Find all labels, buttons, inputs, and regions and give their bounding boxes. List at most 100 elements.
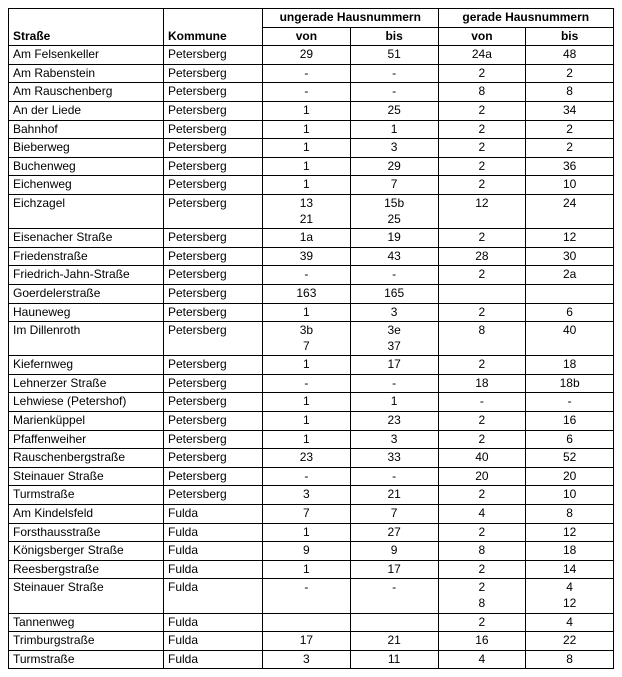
cell-kommune: Petersberg xyxy=(164,449,263,468)
cell-gerade-bis: 10 xyxy=(526,176,614,195)
cell-ungerade-von: 1 xyxy=(263,101,351,120)
table-row: Am FelsenkellerPetersberg295124a48 xyxy=(9,46,614,65)
cell-ungerade-bis: 165 xyxy=(350,284,438,303)
cell-gerade-bis: 2 xyxy=(526,64,614,83)
cell-ungerade-bis: 19 xyxy=(350,229,438,248)
table-row: Am RauschenbergPetersberg--88 xyxy=(9,83,614,102)
cell-gerade-von: 2 xyxy=(438,412,526,431)
cell-strasse: Turmstraße xyxy=(9,650,164,669)
cell-strasse: Reesbergstraße xyxy=(9,560,164,579)
cell-strasse: Bieberweg xyxy=(9,139,164,158)
table-row: TannenwegFulda24 xyxy=(9,613,614,632)
cell-kommune: Petersberg xyxy=(164,46,263,65)
cell-strasse: Friedrich-Jahn-Straße xyxy=(9,266,164,285)
cell-gerade-von: 2 xyxy=(438,430,526,449)
cell-ungerade-von: 1 xyxy=(263,303,351,322)
table-row: Königsberger StraßeFulda99818 xyxy=(9,542,614,561)
cell-gerade-bis: 2 xyxy=(526,139,614,158)
cell-gerade-von: 2 xyxy=(438,157,526,176)
cell-ungerade-bis: 21 xyxy=(350,486,438,505)
cell-strasse: Am Rabenstein xyxy=(9,64,164,83)
cell-kommune: Petersberg xyxy=(164,101,263,120)
cell-gerade-von: 2 xyxy=(438,266,526,285)
col-header-gerade-von: von xyxy=(438,27,526,46)
cell-gerade-bis: 8 xyxy=(526,650,614,669)
cell-ungerade-von: - xyxy=(263,64,351,83)
table-body: Am FelsenkellerPetersberg295124a48Am Rab… xyxy=(9,46,614,669)
cell-strasse: Am Felsenkeller xyxy=(9,46,164,65)
cell-ungerade-von: 29 xyxy=(263,46,351,65)
cell-gerade-bis: 12 xyxy=(526,229,614,248)
cell-gerade-von: 40 xyxy=(438,449,526,468)
cell-kommune: Fulda xyxy=(164,650,263,669)
cell-gerade-von: 2 xyxy=(438,486,526,505)
cell-gerade-bis: - xyxy=(526,393,614,412)
cell-strasse: Buchenweg xyxy=(9,157,164,176)
cell-gerade-bis: 30 xyxy=(526,247,614,266)
cell-ungerade-von: - xyxy=(263,83,351,102)
cell-kommune: Fulda xyxy=(164,632,263,651)
cell-gerade-von: 4 xyxy=(438,505,526,524)
cell-gerade-von: 24a xyxy=(438,46,526,65)
cell-ungerade-bis: 33 xyxy=(350,449,438,468)
cell-ungerade-von: 1 xyxy=(263,139,351,158)
cell-kommune: Petersberg xyxy=(164,356,263,375)
cell-gerade-bis: 4 xyxy=(526,613,614,632)
cell-ungerade-von: 3b7 xyxy=(263,322,351,356)
cell-gerade-von: 8 xyxy=(438,83,526,102)
cell-kommune: Petersberg xyxy=(164,64,263,83)
table-row: ForsthausstraßeFulda127212 xyxy=(9,523,614,542)
cell-ungerade-bis: 21 xyxy=(350,632,438,651)
cell-gerade-von: - xyxy=(438,393,526,412)
cell-ungerade-bis: - xyxy=(350,579,438,613)
cell-gerade-von: 2 xyxy=(438,523,526,542)
cell-gerade-bis: 40 xyxy=(526,322,614,356)
cell-ungerade-bis: - xyxy=(350,64,438,83)
cell-gerade-von: 16 xyxy=(438,632,526,651)
cell-strasse: Pfaffenweiher xyxy=(9,430,164,449)
cell-gerade-bis: 18 xyxy=(526,542,614,561)
table-row: Eisenacher StraßePetersberg1a19212 xyxy=(9,229,614,248)
table-header: Straße Kommune ungerade Hausnummern gera… xyxy=(9,9,614,46)
table-row: TurmstraßeFulda31148 xyxy=(9,650,614,669)
cell-ungerade-von: 3 xyxy=(263,486,351,505)
cell-gerade-bis: 36 xyxy=(526,157,614,176)
cell-kommune: Petersberg xyxy=(164,322,263,356)
table-row: Lehwiese (Petershof)Petersberg11-- xyxy=(9,393,614,412)
cell-kommune: Petersberg xyxy=(164,412,263,431)
cell-kommune: Petersberg xyxy=(164,374,263,393)
cell-ungerade-von: 1 xyxy=(263,412,351,431)
table-row: BahnhofPetersberg1122 xyxy=(9,120,614,139)
cell-strasse: Goerdelerstraße xyxy=(9,284,164,303)
table-row: Lehnerzer StraßePetersberg--1818b xyxy=(9,374,614,393)
table-row: TurmstraßePetersberg321210 xyxy=(9,486,614,505)
cell-strasse: Tannenweg xyxy=(9,613,164,632)
cell-gerade-bis: 10 xyxy=(526,486,614,505)
cell-gerade-von: 8 xyxy=(438,322,526,356)
cell-ungerade-bis: 3 xyxy=(350,303,438,322)
cell-gerade-von: 2 xyxy=(438,101,526,120)
cell-gerade-bis: 6 xyxy=(526,430,614,449)
cell-strasse: Forsthausstraße xyxy=(9,523,164,542)
table-row: GoerdelerstraßePetersberg163165 xyxy=(9,284,614,303)
cell-ungerade-von: - xyxy=(263,266,351,285)
cell-ungerade-bis: 7 xyxy=(350,176,438,195)
cell-kommune: Petersberg xyxy=(164,194,263,228)
street-table: Straße Kommune ungerade Hausnummern gera… xyxy=(8,8,614,669)
cell-gerade-von: 2 xyxy=(438,139,526,158)
cell-strasse: Trimburgstraße xyxy=(9,632,164,651)
cell-ungerade-von: 3 xyxy=(263,650,351,669)
cell-ungerade-von: 1 xyxy=(263,560,351,579)
cell-kommune: Petersberg xyxy=(164,393,263,412)
table-row: Steinauer StraßeFulda--28412 xyxy=(9,579,614,613)
cell-gerade-bis: 18b xyxy=(526,374,614,393)
cell-strasse: Bahnhof xyxy=(9,120,164,139)
cell-kommune: Petersberg xyxy=(164,157,263,176)
cell-gerade-bis: 16 xyxy=(526,412,614,431)
group-header-ungerade: ungerade Hausnummern xyxy=(263,9,439,28)
cell-ungerade-von: - xyxy=(263,374,351,393)
table-row: BieberwegPetersberg1322 xyxy=(9,139,614,158)
table-row: Am KindelsfeldFulda7748 xyxy=(9,505,614,524)
cell-gerade-von: 4 xyxy=(438,650,526,669)
table-row: EichzagelPetersberg132115b251224 xyxy=(9,194,614,228)
